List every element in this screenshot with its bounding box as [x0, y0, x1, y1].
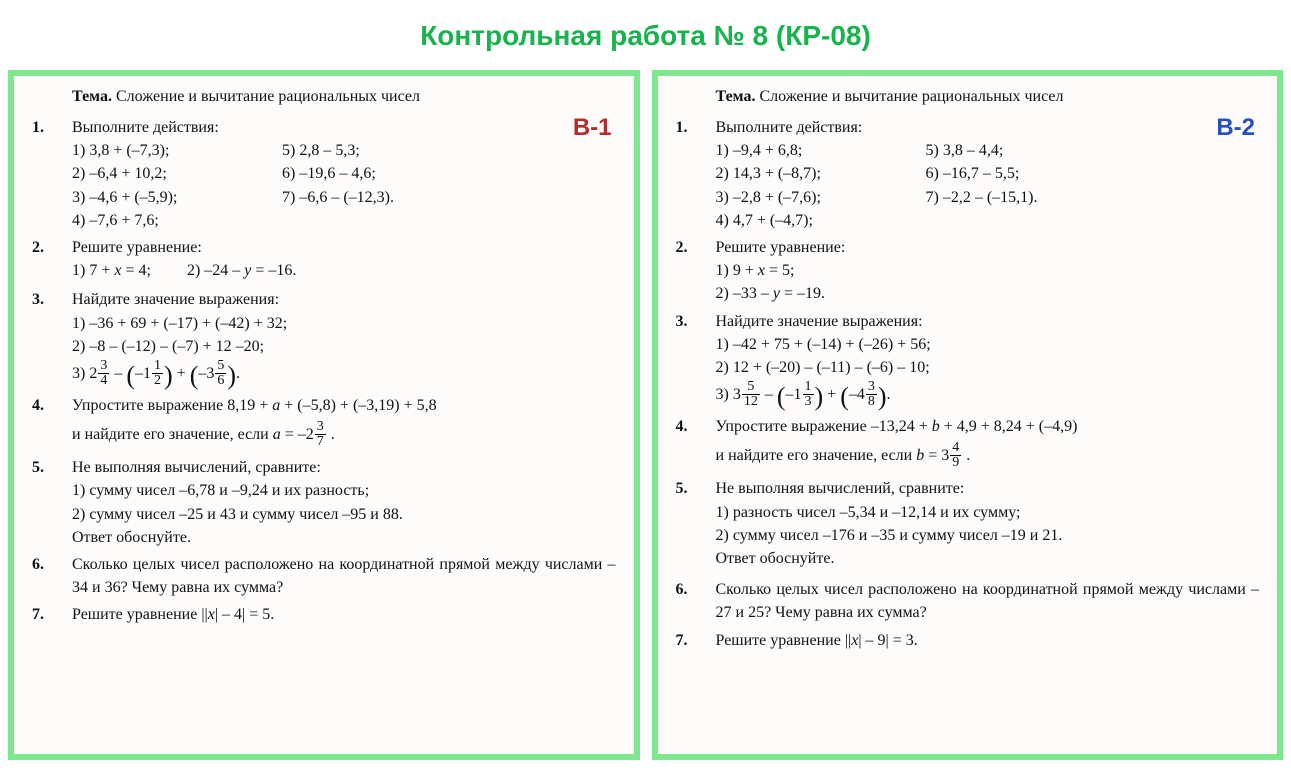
- t1-a2: 3) –4,6 + (–5,9);: [72, 186, 282, 209]
- t3-l1: 1) –42 + 75 + (–14) + (–26) + 56;: [716, 333, 1260, 356]
- task3-head: Найдите значение выражения:: [72, 288, 616, 311]
- t1-a3: 4) –7,6 + 7,6;: [72, 209, 282, 232]
- t4-l2c: .: [327, 426, 335, 443]
- page-title: Контрольная работа № 8 (КР-08): [0, 0, 1291, 70]
- t1-b2: 7) –2,2 – (–15,1).: [926, 186, 1260, 209]
- t3-l2: 2) –8 – (–12) – (–7) + 12 –20;: [72, 335, 616, 358]
- task-2: 2. Решите уравнение: 1) 9 + x = 5; 2) –3…: [676, 236, 1260, 306]
- task-3: 3. Найдите значение выражения: 1) –36 + …: [32, 288, 616, 390]
- t4-l2a: и найдите его значение, если: [716, 447, 917, 464]
- task-number: 2.: [676, 236, 716, 306]
- task-4: 4. Упростите выражение –13,24 + b + 4,9 …: [676, 415, 1260, 473]
- topic-text: Сложение и вычитание рациональных чисел: [759, 88, 1063, 105]
- task-6: 6. Сколько целых чисел расположено на ко…: [676, 578, 1260, 624]
- t4-l1a: Упростите выражение 8,19 +: [72, 397, 272, 414]
- topic-line: Тема. Сложение и вычитание рациональных …: [72, 88, 616, 106]
- task-number: 4.: [32, 394, 72, 452]
- topic-text: Сложение и вычитание рациональных чисел: [116, 88, 420, 105]
- t4-l1a: Упростите выражение –13,24 +: [716, 418, 932, 435]
- t5-l2: 2) сумму чисел –25 и 43 и сумму чисел –9…: [72, 503, 616, 526]
- task1-head: Выполните действия:: [716, 116, 1260, 139]
- task-number: 1.: [32, 116, 72, 232]
- t5-head: Не выполняя вычислений, сравните:: [716, 477, 1260, 500]
- task-number: 3.: [32, 288, 72, 390]
- t1-a3: 4) 4,7 + (–4,7);: [716, 209, 926, 232]
- t1-a1: 2) –6,4 + 10,2;: [72, 162, 282, 185]
- t2-p2a: 2) –24 –: [187, 262, 244, 279]
- t1-a0: 1) –9,4 + 6,8;: [716, 139, 926, 162]
- t3-l1: 1) –36 + 69 + (–17) + (–42) + 32;: [72, 312, 616, 335]
- task-5: 5. Не выполняя вычислений, сравните: 1) …: [32, 456, 616, 549]
- t7-mid: | – 9| = 3.: [858, 632, 917, 649]
- t7-pre: Решите уравнение ||: [716, 632, 852, 649]
- t2-p2b: = –19.: [780, 285, 825, 302]
- task-6: 6. Сколько целых чисел расположено на ко…: [32, 553, 616, 599]
- t2-p1a: 1) 9 +: [716, 262, 758, 279]
- t5-l3: Ответ обоснуйте.: [72, 526, 616, 549]
- topic-label: Тема.: [716, 88, 756, 105]
- task-number: 7.: [32, 603, 72, 626]
- t7-pre: Решите уравнение ||: [72, 606, 208, 623]
- t2-p2b: = –16.: [251, 262, 296, 279]
- task-4: 4. Упростите выражение 8,19 + a + (–5,8)…: [32, 394, 616, 452]
- t6-body: Сколько целых чисел расположено на коорд…: [72, 553, 616, 599]
- t4-l2b: = 3: [924, 447, 949, 464]
- task-number: 5.: [32, 456, 72, 549]
- task2-head: Решите уравнение:: [72, 236, 616, 259]
- panel-v1: Тема. Сложение и вычитание рациональных …: [8, 70, 640, 760]
- task-7: 7. Решите уравнение ||x| – 9| = 3.: [676, 629, 1260, 652]
- task-3: 3. Найдите значение выражения: 1) –42 + …: [676, 310, 1260, 412]
- t1-b1: 6) –16,7 – 5,5;: [926, 162, 1260, 185]
- t1-a2: 3) –2,8 + (–7,6);: [716, 186, 926, 209]
- task-2: 2. Решите уравнение: 1) 7 + x = 4; 2) –2…: [32, 236, 616, 282]
- t4-l2b: = –2: [281, 426, 314, 443]
- task-5: 5. Не выполняя вычислений, сравните: 1) …: [676, 477, 1260, 570]
- panels-container: Тема. Сложение и вычитание рациональных …: [0, 70, 1291, 760]
- t1-b0: 5) 2,8 – 5,3;: [282, 139, 616, 162]
- t5-l3: Ответ обоснуйте.: [716, 547, 1260, 570]
- t2-p1b: = 4;: [121, 262, 150, 279]
- task-1: 1. Выполните действия: 1) –9,4 + 6,8; 2)…: [676, 116, 1260, 232]
- task-number: 5.: [676, 477, 716, 570]
- task-number: 2.: [32, 236, 72, 282]
- task-1: 1. Выполните действия: 1) 3,8 + (–7,3); …: [32, 116, 616, 232]
- task2-head: Решите уравнение:: [716, 236, 1260, 259]
- task-number: 6.: [676, 578, 716, 624]
- task3-head: Найдите значение выражения:: [716, 310, 1260, 333]
- task-number: 7.: [676, 629, 716, 652]
- t5-l1: 1) сумму чисел –6,78 и –9,24 и их разнос…: [72, 479, 616, 502]
- t5-l1: 1) разность чисел –5,34 и –12,14 и их су…: [716, 501, 1260, 524]
- t1-a0: 1) 3,8 + (–7,3);: [72, 139, 282, 162]
- task-number: 3.: [676, 310, 716, 412]
- t5-l2: 2) сумму чисел –176 и –35 и сумму чисел …: [716, 524, 1260, 547]
- t3-l3: 3) 234 – (–112) + (–356).: [72, 358, 616, 390]
- topic-label: Тема.: [72, 88, 112, 105]
- task-number: 1.: [676, 116, 716, 232]
- t4-l1b: + 4,9 + 8,24 + (–4,9): [940, 418, 1078, 435]
- t2-p1a: 1) 7 +: [72, 262, 114, 279]
- t2-p1b: = 5;: [765, 262, 794, 279]
- panel-v2: Тема. Сложение и вычитание рациональных …: [652, 70, 1284, 760]
- t5-head: Не выполняя вычислений, сравните:: [72, 456, 616, 479]
- variant-label-v1: В-1: [573, 114, 612, 142]
- t1-b1: 6) –19,6 – 4,6;: [282, 162, 616, 185]
- task1-head: Выполните действия:: [72, 116, 616, 139]
- topic-line: Тема. Сложение и вычитание рациональных …: [716, 88, 1260, 106]
- variant-label-v2: В-2: [1216, 114, 1255, 142]
- t3-l3: 3) 3512 – (–113) + (–438).: [716, 379, 1260, 411]
- t7-mid: | – 4| = 5.: [215, 606, 274, 623]
- t4-l1b: + (–5,8) + (–3,19) + 5,8: [280, 397, 436, 414]
- t4-l2c: .: [962, 447, 970, 464]
- t6-body: Сколько целых чисел расположено на коорд…: [716, 578, 1260, 624]
- t1-a1: 2) 14,3 + (–8,7);: [716, 162, 926, 185]
- t2-p2a: 2) –33 –: [716, 285, 773, 302]
- t1-b0: 5) 3,8 – 4,4;: [926, 139, 1260, 162]
- task-number: 6.: [32, 553, 72, 599]
- t4-l2a: и найдите его значение, если: [72, 426, 273, 443]
- t3-l2: 2) 12 + (–20) – (–11) – (–6) – 10;: [716, 356, 1260, 379]
- task-number: 4.: [676, 415, 716, 473]
- t1-b2: 7) –6,6 – (–12,3).: [282, 186, 616, 209]
- task-7: 7. Решите уравнение ||x| – 4| = 5.: [32, 603, 616, 626]
